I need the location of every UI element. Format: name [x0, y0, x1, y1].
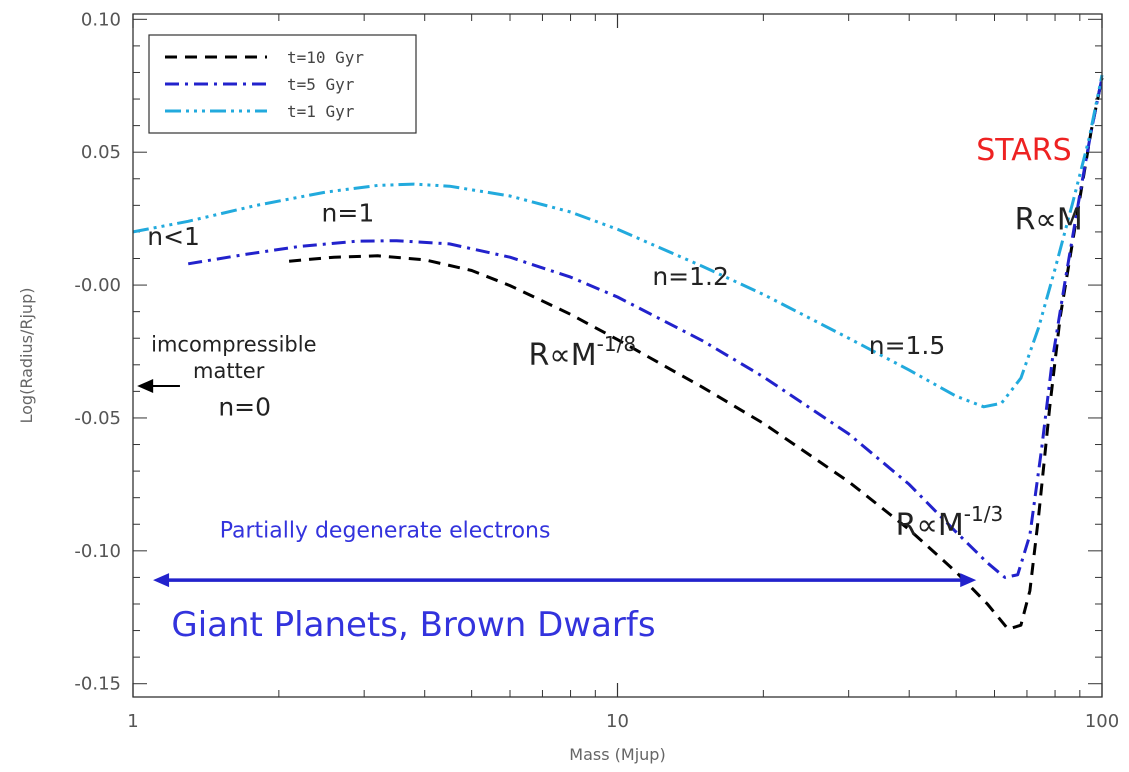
- arrows: [137, 379, 977, 588]
- annotation-partially-degenerate: Partially degenerate electrons: [220, 519, 551, 544]
- series-line-1: [187, 77, 1104, 579]
- annotation-giant-planets: Giant Planets, Brown Dwarfs: [171, 605, 655, 645]
- tick-marks: [132, 14, 1103, 697]
- legend: t=10 Gyr t=5 Gyr t=1 Gyr: [148, 34, 417, 134]
- arrow-head: [153, 573, 170, 588]
- x-tick-label: 10: [606, 711, 629, 732]
- x-tick-label: 1: [127, 711, 138, 732]
- annotation-r-prop-m: R∝M: [1015, 202, 1083, 237]
- arrow-head: [137, 379, 154, 394]
- annotation-n-eq-1-2: n=1.2: [652, 262, 729, 291]
- legend-label-1: t=5 Gyr: [287, 75, 355, 94]
- annotation-incompressible: imcompressible: [151, 333, 316, 357]
- annotation-matter: matter: [193, 359, 265, 383]
- annotation-n-eq-1-5: n=1.5: [869, 331, 946, 360]
- legend-label-2: t=1 Gyr: [287, 102, 355, 121]
- axes: Mass (Mjup) Log(Radius/Rjup) 1 10 100 0.10 0…: [17, 9, 1119, 764]
- series-line-2: [132, 74, 1104, 409]
- y-tick-label: 0.05: [81, 142, 121, 163]
- y-tick-label: -0.10: [74, 541, 121, 562]
- x-axis-title: Mass (Mjup): [569, 745, 665, 764]
- series-lines: [132, 74, 1104, 631]
- plot-frame: [132, 13, 1103, 698]
- legend-box: [148, 34, 417, 134]
- y-tick-label: -0.15: [74, 674, 121, 695]
- y-tick-label: -0.05: [74, 408, 121, 429]
- exponent: -1/8: [597, 332, 636, 356]
- x-tick-label: 100: [1085, 711, 1119, 732]
- y-tick-label: 0.10: [81, 9, 121, 30]
- annotation-n-eq-1: n=1: [322, 198, 375, 227]
- annotation-r-m-eighth: R∝M-1/8: [528, 332, 636, 373]
- annotation-stars: STARS: [976, 133, 1071, 168]
- y-axis-title: Log(Radius/Rjup): [17, 288, 36, 424]
- annotation-n-lt-1: n<1: [147, 222, 200, 251]
- annotations: STARS R∝M n<1 n=1 n=1.2 n=1.5 imcompressiblema…: [147, 133, 1083, 645]
- arrow-head: [960, 573, 977, 588]
- annotation-n-eq-0: n=0: [218, 392, 271, 421]
- series-line-0: [288, 77, 1104, 631]
- exponent: -1/3: [964, 502, 1003, 526]
- legend-label-0: t=10 Gyr: [287, 48, 364, 67]
- y-tick-label: -0.00: [74, 275, 121, 296]
